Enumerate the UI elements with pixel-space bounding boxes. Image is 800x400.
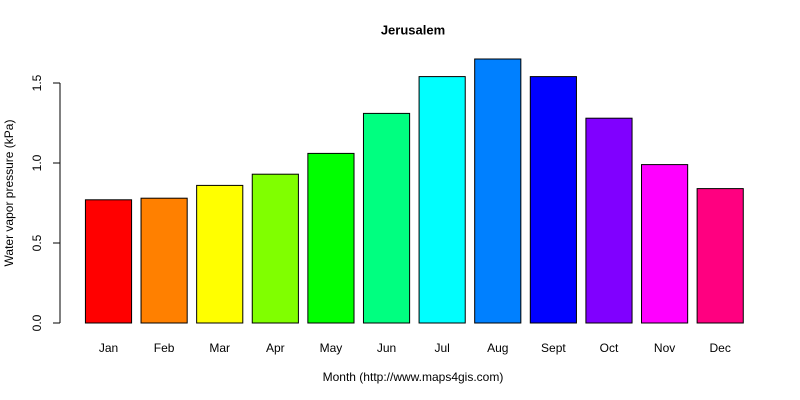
bar (140, 197, 188, 324)
bar (251, 173, 299, 324)
bar (641, 164, 689, 324)
bar (474, 58, 522, 324)
y-tick-label: 1.0 (30, 154, 44, 171)
x-tick-label: Mar (209, 341, 230, 355)
y-tick-label: 1.5 (30, 74, 44, 91)
y-axis-title: Water vapor pressure (kPa) (2, 120, 16, 267)
x-tick-label: Aug (487, 341, 508, 355)
bar (585, 117, 633, 324)
x-tick-label: Jun (377, 341, 396, 355)
x-tick-label: Feb (154, 341, 175, 355)
x-tick-label: Oct (600, 341, 619, 355)
x-tick-label: Dec (710, 341, 731, 355)
bar (696, 188, 744, 324)
bar (418, 76, 466, 324)
bar (307, 152, 355, 324)
bar (529, 76, 577, 324)
y-tick-label: 0.5 (30, 234, 44, 251)
bar (196, 184, 244, 324)
x-axis-title: Month (http://www.maps4gis.com) (323, 370, 504, 384)
bar (84, 199, 133, 324)
x-tick-label: Jan (99, 341, 118, 355)
bar (362, 112, 411, 324)
chart-title: Jerusalem (381, 22, 445, 37)
x-tick-label: Nov (654, 341, 675, 355)
x-tick-label: Jul (434, 341, 449, 355)
x-tick-label: May (320, 341, 343, 355)
x-tick-label: Apr (266, 341, 285, 355)
x-tick-label: Sept (541, 341, 566, 355)
y-tick-label: 0.0 (30, 314, 44, 331)
